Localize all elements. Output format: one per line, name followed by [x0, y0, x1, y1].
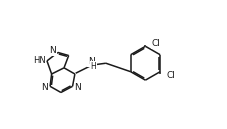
Text: N: N: [88, 57, 94, 66]
Text: N: N: [74, 83, 81, 92]
Text: Cl: Cl: [152, 39, 160, 49]
Text: N: N: [49, 46, 56, 55]
Text: H: H: [91, 62, 96, 71]
Text: N: N: [41, 83, 48, 92]
Text: Cl: Cl: [166, 71, 175, 80]
Text: HN: HN: [33, 56, 45, 65]
